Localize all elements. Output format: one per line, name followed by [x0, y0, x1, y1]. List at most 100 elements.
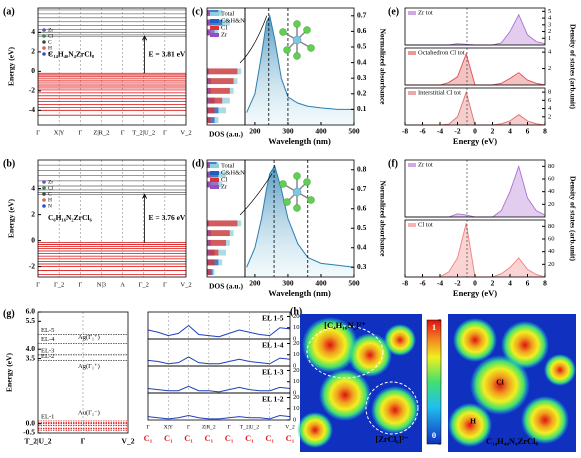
legend-label: C [48, 39, 52, 45]
x-tick-label: 400 [315, 279, 327, 288]
cation-label: [C₄H₁₆N₂]²⁺ [324, 320, 366, 330]
y-tick-label: 0.7 [357, 184, 367, 193]
legend-swatch [42, 40, 46, 44]
k-label: Z|R_2 [93, 129, 109, 136]
x-tick-label: 4 [508, 279, 512, 288]
panel-label: (g) [3, 308, 15, 319]
k-label: Γ [36, 129, 40, 136]
x-tick-label: -4 [437, 279, 443, 288]
gap-label: E = 3.81 eV [149, 50, 186, 59]
y-tick-label: 60 [548, 235, 555, 242]
y-tick-label: 4 [31, 27, 35, 36]
p2-line [147, 356, 291, 365]
k-label: Γ [81, 437, 86, 446]
dos-area [405, 166, 545, 217]
dos-bar [207, 107, 209, 114]
panel-label: (h) [290, 306, 302, 317]
y-tick-label: 8 [548, 89, 551, 96]
p2-line [147, 385, 291, 393]
level-label: EL-3 [41, 347, 54, 354]
cl-atom [293, 52, 301, 60]
y-tick-label: 2 [548, 113, 551, 120]
dos-bar [207, 230, 230, 237]
y-tick-label: 0.5 [357, 223, 367, 232]
density-blob [384, 324, 416, 356]
panel-label: (b) [3, 158, 15, 169]
cl-atom [279, 28, 287, 36]
symmetry-label: C₁ [205, 433, 214, 443]
y-tick-label: 5 [548, 8, 551, 15]
k-label: Γ [187, 424, 190, 430]
y-tick-label: 0.8 [357, 164, 367, 173]
symmetry-label: C₁ [265, 433, 274, 443]
y-tick-label: 3 [548, 21, 551, 28]
y-axis-title: Energy (eV) [7, 199, 16, 238]
legend-swatch [210, 26, 219, 30]
y-tick-label: 0.3 [357, 262, 367, 271]
y-tick-label: 6 [548, 97, 552, 104]
cl-atom [293, 20, 301, 28]
y-tick-label: 4 [548, 49, 552, 56]
legend-swatch [42, 28, 46, 32]
dos-bar [207, 171, 211, 178]
absorbance-line [246, 14, 354, 113]
p2-line [147, 414, 291, 420]
x-tick-label: 6 [526, 279, 530, 288]
subpanel-title: Octahedron Cl tot [418, 49, 465, 56]
y-tick-label: 0.7 [357, 11, 367, 20]
legend-label: Cl [221, 176, 227, 183]
x-tick-label: 300 [282, 279, 294, 288]
cation-outline [306, 325, 384, 379]
x-tick-label: -8 [402, 127, 408, 136]
colorbar-tick-label: 0 [432, 430, 436, 440]
dos-bar [207, 78, 234, 85]
plot-frame [404, 7, 546, 46]
y-tick-label: 4 [548, 15, 552, 22]
y-tick-label: 4 [548, 105, 552, 112]
k-label: Γ [228, 424, 231, 430]
x-tick-label: 2 [491, 279, 495, 288]
dos-bar [207, 230, 209, 237]
x-tick-label: -4 [437, 127, 443, 136]
subpanel-title: Zr tot [418, 161, 433, 168]
absorbance-area [246, 15, 354, 125]
legend-label: N [48, 203, 52, 209]
gap-arrow-head [142, 35, 148, 41]
legend-swatch [42, 204, 46, 208]
x-tick-label: 0 [473, 279, 477, 288]
dos-bar [207, 259, 209, 266]
legend-swatch [42, 46, 46, 50]
symmetry-label: C₁ [225, 433, 234, 443]
y-tick-label: 20 [548, 261, 555, 268]
title-swatch [408, 223, 416, 227]
atom-label: Cl [496, 378, 504, 387]
k-label: X|Y [164, 424, 173, 430]
x-tick-label: 8 [543, 127, 547, 136]
atom-label: H [470, 417, 476, 426]
panel-label: (c) [192, 6, 203, 17]
plot-frame [37, 159, 187, 278]
y-tick-label: 0 [293, 416, 296, 423]
density-blob [371, 386, 419, 434]
legend-swatch [42, 198, 46, 202]
y-tick-label: 2 [548, 28, 551, 35]
dos-bar [207, 9, 209, 16]
panel-label: (e) [388, 6, 399, 17]
p2-panel-title: EL 1-3 [262, 368, 284, 377]
legend-label: N [48, 51, 52, 57]
x-axis-title: Wavelength (nm) [268, 288, 331, 298]
cl-atom [303, 26, 311, 34]
legend-swatch [210, 185, 219, 189]
y-tick-label: 0.6 [357, 26, 367, 35]
absorbance-area [246, 165, 354, 277]
k-label: N|3 [97, 281, 106, 288]
y-tick-label: 2 [548, 65, 551, 72]
k-label: Γ_2 [139, 281, 149, 288]
cl-atom [279, 180, 287, 188]
legend-swatch [42, 180, 46, 184]
level-label: EL-5 [41, 327, 54, 334]
level-label: EL-2 [41, 353, 54, 360]
y-tick-label: 10 [293, 351, 300, 358]
dos-bar [207, 87, 230, 94]
dos-bar [207, 97, 209, 104]
